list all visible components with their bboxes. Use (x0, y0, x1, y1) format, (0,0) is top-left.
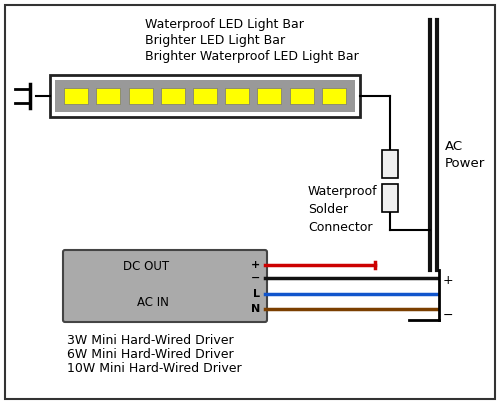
Bar (193, 88, 217, 104)
Text: Brighter Waterproof LED Light Bar: Brighter Waterproof LED Light Bar (145, 50, 359, 63)
Bar (225, 88, 249, 104)
Bar (96, 88, 120, 104)
Text: L: L (253, 289, 260, 299)
Bar (64, 88, 88, 104)
Text: DC OUT: DC OUT (123, 259, 169, 273)
Bar (382, 150, 398, 178)
Text: +: + (251, 260, 260, 270)
Text: Waterproof
Solder
Connector: Waterproof Solder Connector (308, 185, 378, 234)
Bar (128, 88, 152, 104)
Bar (322, 88, 346, 104)
Bar (382, 184, 398, 212)
Text: +: + (443, 274, 454, 286)
Text: N: N (251, 304, 260, 314)
Text: AC
Power: AC Power (445, 140, 485, 170)
Text: 6W Mini Hard-Wired Driver: 6W Mini Hard-Wired Driver (67, 348, 234, 361)
Bar (290, 88, 314, 104)
Text: −: − (443, 309, 454, 322)
Text: 10W Mini Hard-Wired Driver: 10W Mini Hard-Wired Driver (67, 362, 242, 375)
Text: Brighter LED Light Bar: Brighter LED Light Bar (145, 34, 285, 47)
Text: 3W Mini Hard-Wired Driver: 3W Mini Hard-Wired Driver (67, 334, 234, 347)
Bar (50, 75, 360, 117)
Bar (55, 80, 355, 112)
FancyBboxPatch shape (63, 250, 267, 322)
Text: AC IN: AC IN (137, 295, 169, 309)
Bar (161, 88, 185, 104)
Text: −: − (250, 273, 260, 283)
Bar (258, 88, 281, 104)
Text: Waterproof LED Light Bar: Waterproof LED Light Bar (145, 18, 304, 31)
